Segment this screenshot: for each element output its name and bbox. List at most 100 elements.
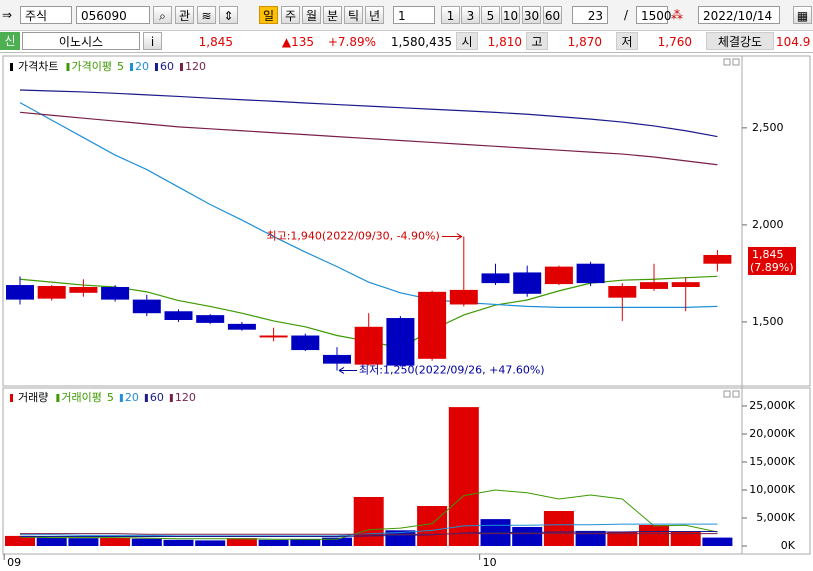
y-tick-label: 15,000K	[749, 455, 795, 468]
candle-body	[6, 285, 34, 300]
volume-bar	[5, 535, 35, 546]
legend-item: 60	[160, 60, 174, 73]
period-week[interactable]: 주	[281, 6, 300, 24]
period-minute[interactable]: 분	[323, 6, 342, 24]
volume-bar	[258, 539, 289, 546]
legend-item: 20	[135, 60, 149, 73]
legend-item: 5	[107, 391, 114, 404]
panel-button	[723, 390, 731, 398]
legend-swatch	[56, 394, 60, 402]
moving-average	[19, 102, 718, 308]
market-select[interactable]: 주식	[20, 6, 72, 24]
legend-swatch	[169, 394, 173, 402]
annotation-arrowhead	[456, 233, 463, 240]
quick-button[interactable]: 1	[441, 6, 460, 24]
legend-item: 60	[150, 391, 164, 404]
legend-subtitle: 거래이평	[61, 391, 101, 404]
menu-icon[interactable]: ⇒	[2, 8, 13, 22]
price-tag-label: 1,845	[752, 248, 784, 261]
high-label: 고	[526, 32, 548, 50]
candle-body	[323, 354, 351, 364]
strength-label: 체결강도	[706, 32, 774, 50]
period-day[interactable]: 일	[259, 6, 278, 24]
volume-bar	[68, 538, 99, 546]
candle-body	[513, 272, 542, 294]
annotation-arrowhead	[338, 367, 345, 374]
option-button[interactable]: ≋	[197, 6, 216, 24]
legend-swatch	[144, 394, 148, 402]
low-label: 저	[616, 32, 638, 50]
quick-button[interactable]: 30	[522, 6, 541, 24]
volume-bar	[226, 538, 257, 546]
info-button[interactable]: i	[143, 32, 162, 50]
volume-bar	[417, 506, 448, 546]
moving-average	[19, 111, 718, 166]
candle-body	[576, 263, 605, 284]
legend-swatch	[66, 63, 70, 71]
quick-button[interactable]: 5	[481, 6, 500, 24]
toolbar: ⇒ 주식 056090 ⌕ 관 ≋ ⇕ 일 주 월 분 틱 년 1 1 3 5 …	[0, 0, 813, 31]
legend-swatch	[10, 394, 13, 402]
search-button[interactable]: ⌕	[153, 6, 172, 24]
volume-bar	[163, 539, 194, 546]
spinner[interactable]: ⇕	[219, 6, 238, 24]
volume-panel	[2, 387, 811, 555]
y-tick-label: 5,000K	[756, 511, 795, 524]
candle-body	[164, 311, 193, 320]
legend-swatch	[119, 394, 123, 402]
period-year[interactable]: 년	[365, 6, 384, 24]
high: 1,870	[567, 35, 602, 49]
volume-bar	[36, 537, 67, 546]
date-input[interactable]: 2022/10/14	[698, 6, 780, 24]
candle-body	[132, 299, 161, 314]
volume-bar	[448, 407, 479, 546]
watch-button[interactable]: 관	[175, 6, 194, 24]
open: 1,810	[487, 35, 522, 49]
period-month[interactable]: 월	[302, 6, 321, 24]
code-input[interactable]: 056090	[76, 6, 150, 24]
volume-average	[20, 533, 718, 535]
candle-body	[418, 291, 447, 359]
volume-bar	[290, 539, 321, 546]
interval-select[interactable]: 1	[393, 6, 435, 24]
panel-button	[732, 58, 740, 66]
panel-button	[723, 58, 731, 66]
legend-swatch	[129, 63, 133, 71]
volume-bar	[131, 538, 162, 546]
legend-swatch	[179, 63, 183, 71]
quote-bar: 신 이노시스 i 1,845 ▲135 +7.89% 1,580,435 시 1…	[0, 31, 813, 53]
separator: /	[624, 8, 629, 22]
quick-button[interactable]: 60	[543, 6, 562, 24]
candle-body	[481, 273, 510, 284]
strength: 104.9	[776, 35, 811, 49]
volume-average	[20, 530, 718, 537]
candle-body	[671, 282, 700, 287]
settings-button[interactable]: ▦	[793, 6, 812, 24]
count-input[interactable]: 23	[572, 6, 608, 24]
panel-button	[732, 390, 740, 398]
zoom-icon[interactable]: ⁂	[671, 8, 683, 22]
y-tick-label: 25,000K	[749, 399, 795, 412]
candle-body	[101, 286, 130, 300]
badge: 신	[0, 32, 20, 50]
candle-body	[449, 289, 478, 305]
legend-item: 120	[185, 60, 206, 73]
total-input[interactable]: 1500	[636, 6, 672, 24]
volume-bar	[670, 532, 701, 546]
volume-bar	[195, 540, 226, 546]
legend-item: 5	[117, 60, 124, 73]
y-tick-label: 0K	[781, 539, 796, 552]
price: 1,845	[198, 35, 233, 49]
quick-button[interactable]: 10	[501, 6, 520, 24]
period-tick[interactable]: 틱	[344, 6, 363, 24]
candle-body	[703, 254, 732, 264]
volume-bar	[607, 531, 638, 546]
quick-button[interactable]: 3	[461, 6, 480, 24]
volume-bar	[353, 497, 384, 546]
low: 1,760	[657, 35, 692, 49]
change: ▲135	[281, 35, 314, 49]
candle-body	[386, 318, 415, 366]
